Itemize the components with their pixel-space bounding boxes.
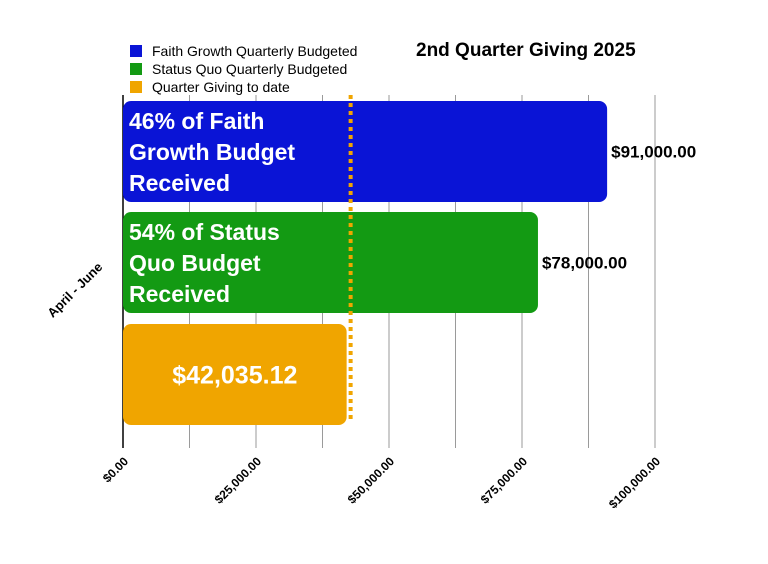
legend-swatch-giving [130, 81, 142, 93]
x-tick-label: $0.00 [100, 454, 131, 485]
bar-2 [123, 212, 538, 313]
bar-value-label: $78,000.00 [542, 254, 627, 273]
bar-text-line: 46% of Faith [129, 108, 264, 134]
legend-item: Quarter Giving to date [130, 78, 357, 96]
legend: Faith Growth Quarterly Budgeted Status Q… [130, 42, 357, 96]
bar-text-line: Quo Budget [129, 250, 261, 276]
bar-text-line: Received [129, 281, 230, 307]
bar-text-line: 54% of Status [129, 219, 280, 245]
legend-label: Quarter Giving to date [152, 79, 290, 95]
legend-swatch-status-quo [130, 63, 142, 75]
legend-swatch-faith [130, 45, 142, 57]
bar-text-line: $42,035.12 [172, 362, 297, 390]
category-label: April - June [44, 259, 105, 320]
chart-title: 2nd Quarter Giving 2025 [416, 40, 636, 61]
bar-text-line: Received [129, 170, 230, 196]
bar-value-label: $91,000.00 [611, 143, 696, 162]
legend-item: Status Quo Quarterly Budgeted [130, 60, 357, 78]
x-tick-label: $50,000.00 [345, 454, 398, 507]
x-tick-label: $100,000.00 [606, 454, 663, 511]
legend-item: Faith Growth Quarterly Budgeted [130, 42, 357, 60]
legend-label: Status Quo Quarterly Budgeted [152, 61, 348, 77]
bar-text-line: Growth Budget [129, 139, 295, 165]
x-tick-label: $75,000.00 [478, 454, 531, 507]
legend-label: Faith Growth Quarterly Budgeted [152, 43, 358, 59]
bar-3 [123, 324, 347, 425]
x-tick-label: $25,000.00 [212, 454, 265, 507]
bar-1 [123, 101, 608, 202]
